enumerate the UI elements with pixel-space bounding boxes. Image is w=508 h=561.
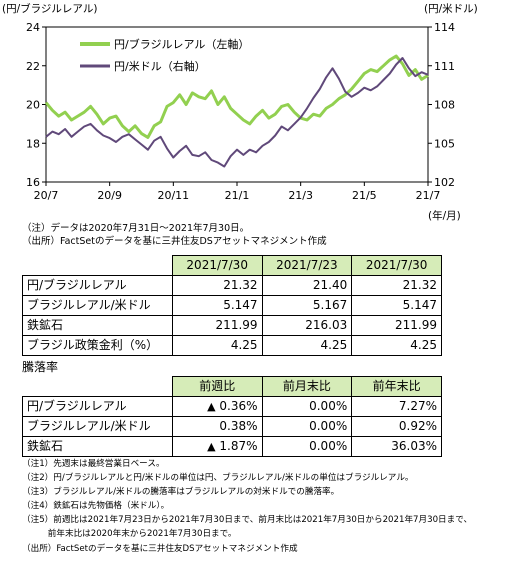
returns-table: 前週比 前月末比 前年末比 円/ブラジルレアル ▲ 0.36% 0.00% 7.… bbox=[22, 376, 442, 457]
legend-label: 円/ブラジルレアル（左軸） bbox=[114, 37, 249, 51]
levels-table-header: 2021/7/30 2021/7/23 2021/7/30 bbox=[23, 255, 442, 276]
chart-legend: 円/ブラジルレアル（左軸） 円/米ドル（右軸） bbox=[80, 37, 249, 73]
chart-source: （出所）FactSetのデータを基に三井住友DSアセットマネジメント作成 bbox=[22, 236, 327, 247]
row-label: 鉄鉱石 bbox=[22, 436, 173, 457]
y-right-tick-label: 102 bbox=[434, 176, 455, 189]
returns-col-1: 前週比 bbox=[171, 376, 263, 397]
cell-value: 0.00% bbox=[261, 416, 353, 437]
cell-value: 0.38% bbox=[171, 416, 263, 437]
y-left-tick-label: 18 bbox=[26, 137, 40, 150]
cell-number: 0.38% bbox=[219, 419, 258, 433]
cell-number: 0.00% bbox=[309, 399, 348, 413]
y-right-tick-label: 108 bbox=[434, 99, 455, 112]
row-label: ブラジル政策金利（%） bbox=[22, 335, 173, 356]
y-left-tick-label: 22 bbox=[26, 60, 40, 73]
cell-number: 0.36% bbox=[219, 399, 258, 413]
x-tick-label: 21/5 bbox=[352, 189, 377, 202]
cell-value: 21.32 bbox=[171, 275, 263, 296]
y-left-tick-label: 16 bbox=[26, 176, 40, 189]
footnote-source: （出所）FactSetのデータを基に三井住友DSアセットマネジメント作成 bbox=[22, 544, 298, 554]
row-label: 円/ブラジルレアル bbox=[22, 275, 173, 296]
cell-value: 0.00% bbox=[261, 436, 353, 457]
series-line-jpy-usd bbox=[45, 57, 429, 168]
returns-table-header: 前週比 前月末比 前年末比 bbox=[23, 376, 442, 397]
levels-corner bbox=[23, 256, 173, 276]
cell-value: 4.25 bbox=[261, 335, 353, 356]
cell-number: 0.00% bbox=[309, 419, 348, 433]
footnote-5-cont: 前年末比は2020年末から2021年7月30日まで。 bbox=[22, 529, 237, 539]
cell-number: 7.27% bbox=[398, 399, 437, 413]
cell-value: 21.32 bbox=[351, 275, 442, 296]
down-triangle-icon: ▲ bbox=[207, 400, 216, 413]
y-right-tick-label: 105 bbox=[434, 137, 455, 150]
cell-value: 0.00% bbox=[261, 396, 353, 417]
levels-col-2: 2021/7/23 bbox=[261, 255, 353, 276]
cell-value: 211.99 bbox=[171, 315, 263, 336]
x-unit-label: (年/月) bbox=[428, 209, 461, 222]
x-tick-label: 20/7 bbox=[34, 189, 59, 202]
down-triangle-icon: ▲ bbox=[207, 440, 216, 453]
y-right-tick-label: 111 bbox=[434, 60, 455, 73]
y-left-tick-label: 20 bbox=[26, 99, 40, 112]
cell-number: 0.00% bbox=[309, 439, 348, 453]
cell-value: 7.27% bbox=[351, 396, 442, 417]
cell-value: 5.167 bbox=[261, 295, 353, 316]
footnote-3: （注3）ブラジルレアル/米ドルの騰落率はブラジルレアルの対米ドルでの騰落率。 bbox=[22, 487, 340, 497]
x-tick-label: 21/7 bbox=[416, 189, 441, 202]
table-row: 円/ブラジルレアル ▲ 0.36% 0.00% 7.27% bbox=[22, 396, 442, 417]
footnote-2: （注2）円/ブラジルレアルと円/米ドルの単位は円、ブラジルレアル/米ドルの単位は… bbox=[22, 473, 414, 483]
cell-number: 0.92% bbox=[398, 419, 437, 433]
cell-value: 211.99 bbox=[351, 315, 442, 336]
row-label: ブラジルレアル/米ドル bbox=[22, 416, 173, 437]
cell-value: ▲ 0.36% bbox=[171, 396, 263, 417]
cell-value: 0.92% bbox=[351, 416, 442, 437]
returns-col-2: 前月末比 bbox=[261, 376, 353, 397]
table-row: 鉄鉱石 ▲ 1.87% 0.00% 36.03% bbox=[22, 436, 442, 457]
levels-table: 2021/7/30 2021/7/23 2021/7/30 円/ブラジルレアル … bbox=[22, 255, 442, 356]
footnote-1: （注1）先週末は最終営業日ベース。 bbox=[22, 459, 165, 469]
levels-col-3: 2021/7/30 bbox=[351, 255, 442, 276]
cell-value: 5.147 bbox=[171, 295, 263, 316]
exchange-rate-chart: (円/ブラジルレアル) (円/米ドル) 16 18 20 22 24 102 105 108… bbox=[2, 2, 478, 222]
table-row: ブラジルレアル/米ドル 5.147 5.167 5.147 bbox=[22, 295, 442, 316]
row-label: 鉄鉱石 bbox=[22, 315, 173, 336]
cell-value: 4.25 bbox=[171, 335, 263, 356]
row-label: ブラジルレアル/米ドル bbox=[22, 295, 173, 316]
y-left-tick-label: 24 bbox=[26, 21, 40, 34]
series-line-jpy-brl bbox=[44, 54, 429, 139]
footnote-4: （注4）鉄鉱石は先物価格（米ドル）。 bbox=[22, 501, 170, 511]
chart-note: （注）データは2020年7月31日～2021年7月30日。 bbox=[22, 223, 250, 234]
y-right-tick-label: 114 bbox=[434, 21, 455, 34]
cell-number: 1.87% bbox=[219, 439, 258, 453]
levels-col-1: 2021/7/30 bbox=[171, 255, 263, 276]
cell-value: 4.25 bbox=[351, 335, 442, 356]
cell-value: 5.147 bbox=[351, 295, 442, 316]
table-row: 鉄鉱石 211.99 216.03 211.99 bbox=[22, 315, 442, 336]
returns-corner bbox=[23, 377, 173, 397]
cell-value: 36.03% bbox=[351, 436, 442, 457]
x-tick-label: 21/3 bbox=[288, 189, 313, 202]
table-row: 円/ブラジルレアル 21.32 21.40 21.32 bbox=[22, 275, 442, 296]
cell-value: ▲ 1.87% bbox=[171, 436, 263, 457]
x-tick-label: 20/11 bbox=[157, 189, 189, 202]
returns-title: 騰落率 bbox=[22, 360, 59, 374]
left-axis-title: (円/ブラジルレアル) bbox=[2, 2, 97, 15]
table-row: ブラジルレアル/米ドル 0.38% 0.00% 0.92% bbox=[22, 416, 442, 437]
cell-number: 36.03% bbox=[391, 439, 437, 453]
cell-value: 216.03 bbox=[261, 315, 353, 336]
footnote-5: （注5）前週比は2021年7月23日から2021年7月30日まで、前月末比は20… bbox=[22, 515, 473, 525]
right-axis-title: (円/米ドル) bbox=[424, 2, 478, 15]
returns-col-3: 前年末比 bbox=[351, 376, 442, 397]
x-tick-label: 21/1 bbox=[225, 189, 250, 202]
legend-label: 円/米ドル（右軸） bbox=[114, 59, 206, 73]
row-label: 円/ブラジルレアル bbox=[22, 396, 173, 417]
cell-value: 21.40 bbox=[261, 275, 353, 296]
table-row: ブラジル政策金利（%） 4.25 4.25 4.25 bbox=[22, 335, 442, 356]
x-tick-label: 20/9 bbox=[97, 189, 122, 202]
